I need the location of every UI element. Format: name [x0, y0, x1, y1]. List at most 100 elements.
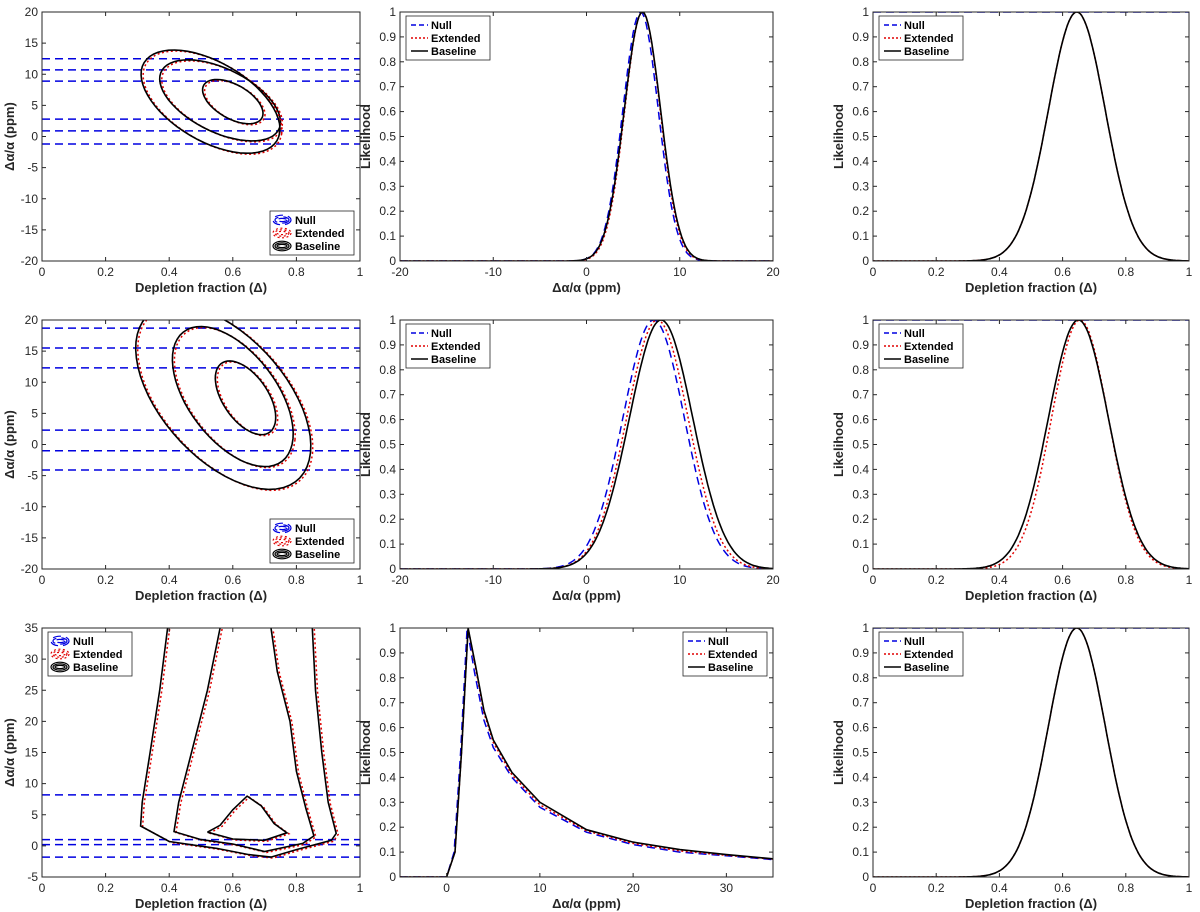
panel-r2c2: -20 -10 0 10 20 0 0.1 0.2 0.3 0.4 0.5 0.6 0.7 0.8 0.9 1…	[358, 313, 780, 603]
y-tick-label: 20	[25, 5, 39, 19]
y-tick-label: 0.5	[379, 746, 396, 760]
y-tick-label: 0	[862, 254, 869, 268]
y-tick-label: 0.2	[379, 204, 396, 218]
y-tick-label: 0.3	[852, 179, 869, 193]
y-tick-label: -20	[21, 254, 39, 268]
legend-label-extended: Extended	[708, 649, 758, 661]
legend-label-baseline: Baseline	[295, 241, 340, 253]
x-tick-label: 0.6	[1054, 573, 1071, 587]
y-tick-label: 0.1	[852, 229, 869, 243]
y-tick-label: 0.9	[852, 338, 869, 352]
y-tick-label: 10	[25, 375, 39, 389]
extended-contour	[160, 60, 284, 143]
legend-label-baseline: Baseline	[904, 46, 949, 58]
y-axis-label: Δα/α (ppm)	[2, 410, 17, 479]
x-tick-label: 20	[766, 573, 780, 587]
x-tick-label: 0	[870, 881, 877, 895]
extended-legend-swatch	[50, 648, 70, 660]
y-tick-label: 0.7	[379, 696, 396, 710]
y-tick-label: 15	[25, 344, 39, 358]
extended-legend-swatch	[272, 227, 292, 239]
x-tick-label: 1	[357, 573, 364, 587]
y-tick-label: 0.9	[852, 30, 869, 44]
legend-label-baseline: Baseline	[904, 354, 949, 366]
x-tick-label: 0.4	[991, 881, 1008, 895]
y-tick-label: 0.2	[852, 512, 869, 526]
y-tick-label: 0.7	[379, 388, 396, 402]
y-tick-label: 0.3	[852, 487, 869, 501]
y-tick-label: -10	[21, 500, 39, 514]
y-tick-label: 0.3	[852, 795, 869, 809]
y-tick-label: 0.1	[852, 845, 869, 859]
baseline-contour	[201, 78, 264, 125]
y-axis-label: Likelihood	[831, 412, 846, 477]
x-tick-label: 0.2	[97, 573, 114, 587]
baseline-legend-swatch	[276, 551, 288, 557]
baseline-legend-swatch	[272, 548, 292, 560]
legend-label-extended: Extended	[295, 228, 345, 240]
x-tick-label: -20	[391, 573, 409, 587]
x-tick-label: 0.6	[224, 573, 241, 587]
extended-contour	[175, 628, 317, 854]
y-tick-label: 0.2	[379, 820, 396, 834]
y-tick-label: 0.3	[379, 487, 396, 501]
x-tick-label: 30	[720, 881, 734, 895]
y-tick-label: 0.6	[852, 721, 869, 735]
extended-series-line	[873, 320, 1189, 569]
y-tick-label: 1	[862, 621, 869, 635]
y-tick-label: 10	[25, 67, 39, 81]
panel-r3c3: 0 0.2 0.4 0.6 0.8 1 0 0.1 0.2 0.3 0.4 0.5 0.6 0.7 0.8 0…	[831, 621, 1193, 911]
x-tick-label: 1	[357, 265, 364, 279]
y-tick-label: 1	[389, 621, 396, 635]
x-axis-label: Depletion fraction (Δ)	[135, 588, 267, 603]
y-axis-label: Δα/α (ppm)	[2, 102, 17, 171]
x-tick-label: 0.2	[928, 573, 945, 587]
extended-contour	[216, 361, 279, 437]
extended-legend-swatch	[274, 229, 290, 237]
y-tick-label: 0.9	[852, 646, 869, 660]
y-axis-label: Likelihood	[831, 104, 846, 169]
y-tick-label: -5	[27, 469, 38, 483]
plot-area	[873, 628, 1189, 877]
x-tick-label: 0.8	[1117, 265, 1134, 279]
legend-label-baseline: Baseline	[431, 46, 476, 58]
y-tick-label: 0.8	[852, 671, 869, 685]
x-tick-label: 0.6	[1054, 265, 1071, 279]
y-tick-label: 0.7	[852, 696, 869, 710]
y-tick-label: 0.8	[379, 671, 396, 685]
extended-legend-swatch	[52, 650, 68, 658]
baseline-legend-swatch	[274, 242, 290, 250]
panel-r1c2: -20 -10 0 10 20 0 0.1 0.2 0.3 0.4 0.5 0.6 0.7 0.8 0.9 1…	[358, 5, 780, 295]
legend-label-null: Null	[73, 636, 94, 648]
y-tick-label: -20	[21, 562, 39, 576]
panel-r3c2: 0 10 20 30 0 0.1 0.2 0.3 0.4 0.5 0.6 0.7 0.8 0.9 1 Δα/α…	[358, 621, 774, 911]
plot-area	[873, 320, 1189, 569]
baseline-contour	[173, 628, 315, 853]
baseline-contour	[171, 325, 295, 468]
y-tick-label: 0.8	[379, 363, 396, 377]
baseline-series-line	[873, 320, 1189, 569]
x-tick-label: -10	[485, 265, 503, 279]
null-legend-swatch	[272, 214, 292, 226]
y-tick-label: 0	[389, 562, 396, 576]
y-tick-label: 0.3	[379, 795, 396, 809]
null-legend-swatch	[276, 217, 288, 223]
legend-label-extended: Extended	[904, 33, 954, 45]
x-axis-label: Depletion fraction (Δ)	[965, 280, 1097, 295]
x-axis-label: Depletion fraction (Δ)	[135, 280, 267, 295]
y-tick-label: 1	[862, 5, 869, 19]
x-tick-label: 0	[870, 573, 877, 587]
y-tick-label: 0.6	[852, 105, 869, 119]
legend-label-extended: Extended	[73, 649, 123, 661]
extended-legend-swatch	[276, 230, 288, 236]
legend-label-null: Null	[431, 328, 452, 340]
null-legend-swatch	[274, 524, 290, 532]
x-axis-label: Depletion fraction (Δ)	[965, 896, 1097, 911]
x-tick-label: 0.4	[161, 265, 178, 279]
y-tick-label: 0.5	[379, 130, 396, 144]
